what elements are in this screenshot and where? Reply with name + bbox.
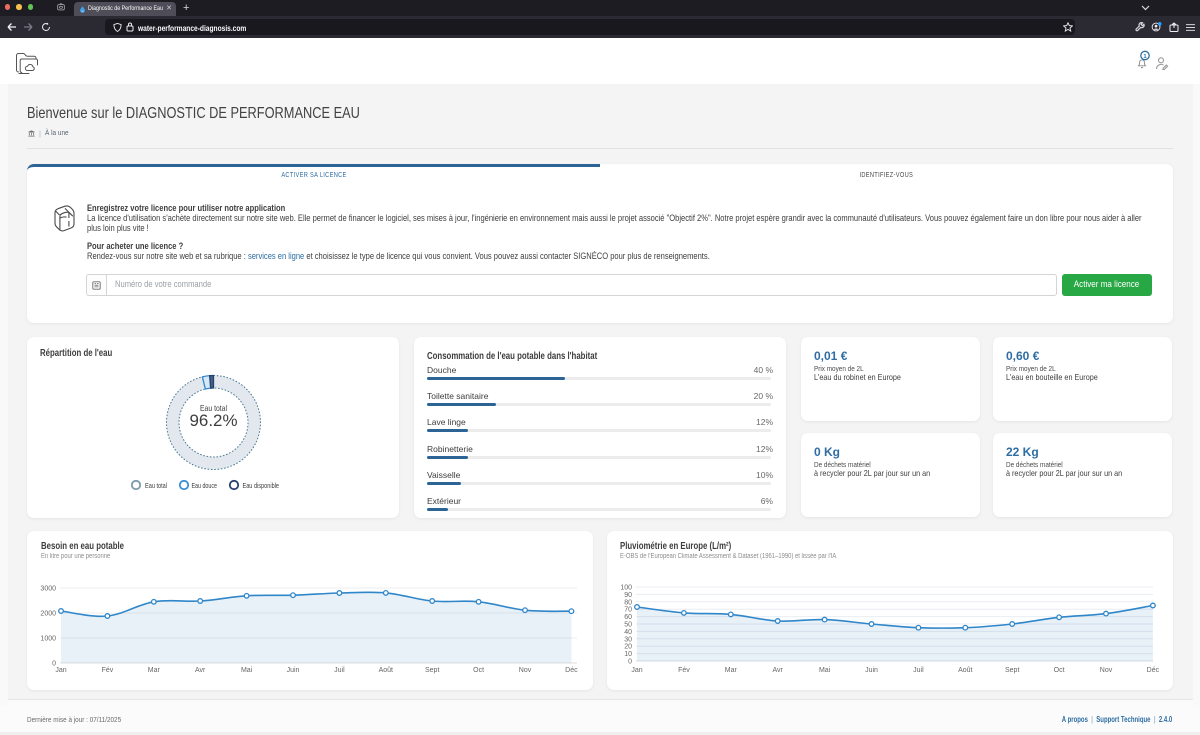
svg-text:40: 40 [624,629,632,636]
svg-text:Juil: Juil [334,667,345,674]
svg-text:Oct: Oct [473,667,484,674]
svg-text:10: 10 [624,651,632,658]
svg-text:Fév: Fév [102,667,114,674]
svg-text:Eau douce: Eau douce [192,481,218,490]
svg-text:70: 70 [624,607,632,614]
svg-text:Mar: Mar [148,667,161,674]
svg-text:Eau total: Eau total [145,481,167,490]
svg-text:Avr: Avr [773,667,784,674]
svg-text:Oct: Oct [1054,667,1065,674]
svg-text:96.2%: 96.2% [190,411,238,430]
svg-text:80: 80 [624,599,632,606]
svg-text:1: 1 [1143,54,1147,60]
svg-text:Juin: Juin [865,667,878,674]
svg-text:20: 20 [624,644,632,651]
svg-text:3000: 3000 [40,586,56,593]
svg-text:Nov: Nov [1100,667,1113,674]
svg-text:Sept: Sept [1005,667,1019,674]
svg-text:Eau disponible: Eau disponible [243,481,280,490]
svg-text:Mai: Mai [241,667,253,674]
svg-text:Août: Août [379,667,393,674]
svg-text:2000: 2000 [40,611,56,618]
svg-text:0: 0 [52,661,56,668]
svg-text:Juin: Juin [287,667,300,674]
svg-text:Août: Août [958,667,972,674]
svg-text:Sept: Sept [425,667,439,674]
svg-text:60: 60 [624,614,632,621]
svg-text:100: 100 [620,585,632,592]
svg-text:50: 50 [624,622,632,629]
svg-text:Mai: Mai [819,667,831,674]
svg-text:Mar: Mar [725,667,738,674]
svg-text:1000: 1000 [40,636,56,643]
svg-text:Juil: Juil [913,667,924,674]
svg-text:0: 0 [628,659,632,666]
svg-text:Nov: Nov [519,667,532,674]
svg-text:Déc: Déc [1147,667,1160,674]
svg-text:Déc: Déc [565,667,578,674]
svg-text:Fév: Fév [678,667,690,674]
svg-text:Eau total: Eau total [200,403,227,413]
svg-text:Avr: Avr [195,667,206,674]
svg-text:30: 30 [624,636,632,643]
svg-text:Jan: Jan [631,667,642,674]
svg-text:90: 90 [624,592,632,599]
svg-text:Jan: Jan [55,667,66,674]
